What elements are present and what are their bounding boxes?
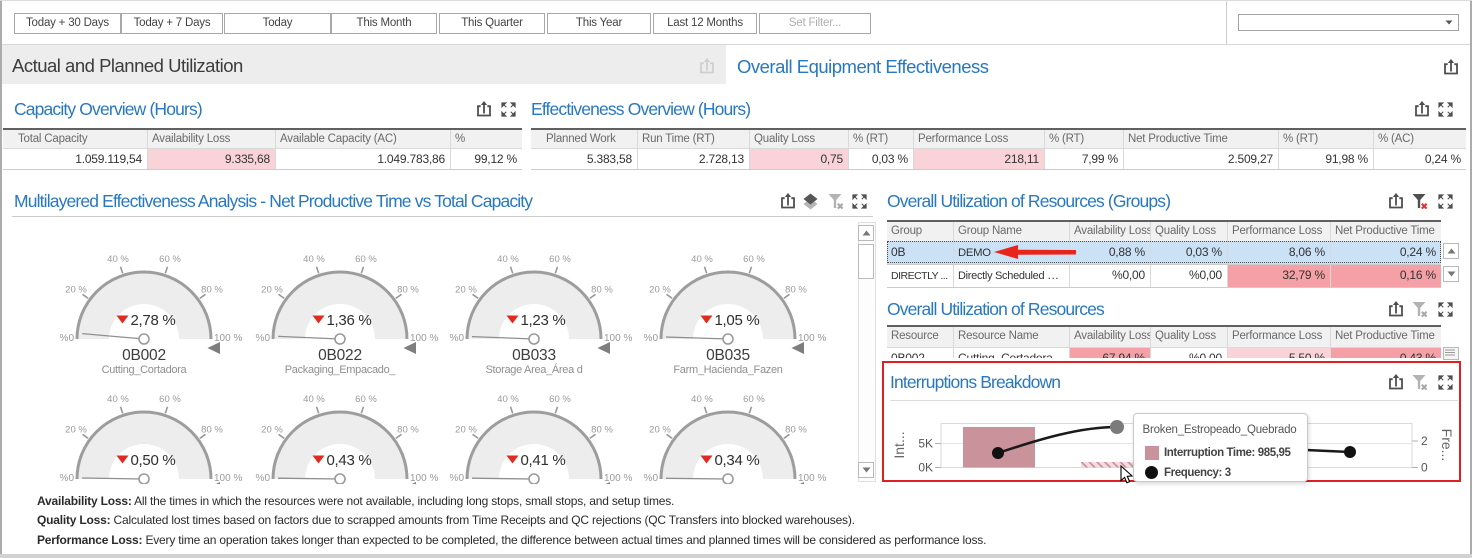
svg-text:40 %: 40 % — [107, 254, 129, 265]
svg-text:1,36 %: 1,36 % — [327, 312, 372, 329]
svg-text:0,50 %: 0,50 % — [131, 452, 176, 469]
svg-text:%0: %0 — [644, 473, 659, 484]
svg-text:1,05 %: 1,05 % — [715, 312, 760, 329]
svg-text:20 %: 20 % — [649, 285, 671, 296]
svg-text:60 %: 60 % — [743, 254, 765, 265]
svg-text:20 %: 20 % — [649, 425, 671, 436]
svg-text:0,34 %: 0,34 % — [715, 452, 760, 469]
svg-text:60 %: 60 % — [549, 394, 571, 405]
svg-text:40 %: 40 % — [303, 394, 325, 405]
svg-text:100 %: 100 % — [604, 333, 632, 344]
svg-text:%0: %0 — [450, 333, 465, 344]
svg-text:80 %: 80 % — [785, 285, 807, 296]
svg-text:5K: 5K — [918, 437, 933, 451]
svg-text:20 %: 20 % — [65, 425, 87, 436]
svg-text:80 %: 80 % — [201, 285, 223, 296]
svg-text:80 %: 80 % — [785, 425, 807, 436]
svg-text:0B022: 0B022 — [318, 347, 362, 364]
svg-text:0K: 0K — [918, 461, 933, 475]
svg-text:Packaging_Empacado_: Packaging_Empacado_ — [285, 364, 397, 376]
svg-text:%0: %0 — [644, 333, 659, 344]
svg-text:80 %: 80 % — [201, 425, 223, 436]
svg-text:80 %: 80 % — [397, 425, 419, 436]
svg-text:Storage Area_Área d: Storage Area_Área d — [485, 363, 582, 376]
svg-text:40 %: 40 % — [497, 394, 519, 405]
svg-text:100 %: 100 % — [214, 333, 242, 344]
svg-text:Cutting_Cortadora: Cutting_Cortadora — [102, 364, 188, 376]
svg-text:2: 2 — [1421, 434, 1428, 448]
svg-text:60 %: 60 % — [355, 394, 377, 405]
svg-text:40 %: 40 % — [691, 394, 713, 405]
svg-text:60 %: 60 % — [743, 394, 765, 405]
svg-text:%0: %0 — [256, 473, 271, 484]
svg-text:60 %: 60 % — [159, 254, 181, 265]
svg-text:40 %: 40 % — [303, 254, 325, 265]
svg-text:60 %: 60 % — [159, 394, 181, 405]
svg-text:100 %: 100 % — [604, 473, 632, 484]
svg-text:2,78 %: 2,78 % — [131, 312, 176, 329]
svg-text:60 %: 60 % — [355, 254, 377, 265]
svg-text:100 %: 100 % — [798, 473, 826, 484]
svg-text:20 %: 20 % — [455, 285, 477, 296]
svg-text:80 %: 80 % — [591, 285, 613, 296]
svg-text:80 %: 80 % — [591, 425, 613, 436]
svg-text:100 %: 100 % — [798, 333, 826, 344]
svg-text:20 %: 20 % — [261, 425, 283, 436]
svg-text:0,43 %: 0,43 % — [327, 452, 372, 469]
svg-text:0B002: 0B002 — [122, 347, 166, 364]
svg-text:%0: %0 — [256, 333, 271, 344]
svg-text:80 %: 80 % — [397, 285, 419, 296]
svg-text:%0: %0 — [450, 473, 465, 484]
svg-text:40 %: 40 % — [107, 394, 129, 405]
svg-text:0B035: 0B035 — [706, 347, 750, 364]
svg-text:%0: %0 — [60, 473, 75, 484]
svg-text:60 %: 60 % — [549, 254, 571, 265]
svg-text:20 %: 20 % — [455, 425, 477, 436]
svg-text:0B033: 0B033 — [512, 347, 556, 364]
svg-text:0: 0 — [1421, 461, 1428, 475]
svg-text:40 %: 40 % — [691, 254, 713, 265]
svg-text:0,41 %: 0,41 % — [521, 452, 566, 469]
svg-text:Int...: Int... — [891, 431, 907, 458]
svg-text:100 %: 100 % — [410, 473, 438, 484]
svg-text:Farm_Hacienda_Fazen: Farm_Hacienda_Fazen — [673, 364, 782, 376]
svg-text:100 %: 100 % — [410, 333, 438, 344]
svg-text:40 %: 40 % — [497, 254, 519, 265]
svg-text:20 %: 20 % — [261, 285, 283, 296]
svg-text:1,23 %: 1,23 % — [521, 312, 566, 329]
svg-text:100 %: 100 % — [214, 473, 242, 484]
svg-text:Fre...: Fre... — [1439, 429, 1455, 462]
svg-text:20 %: 20 % — [65, 285, 87, 296]
svg-text:%0: %0 — [60, 333, 75, 344]
